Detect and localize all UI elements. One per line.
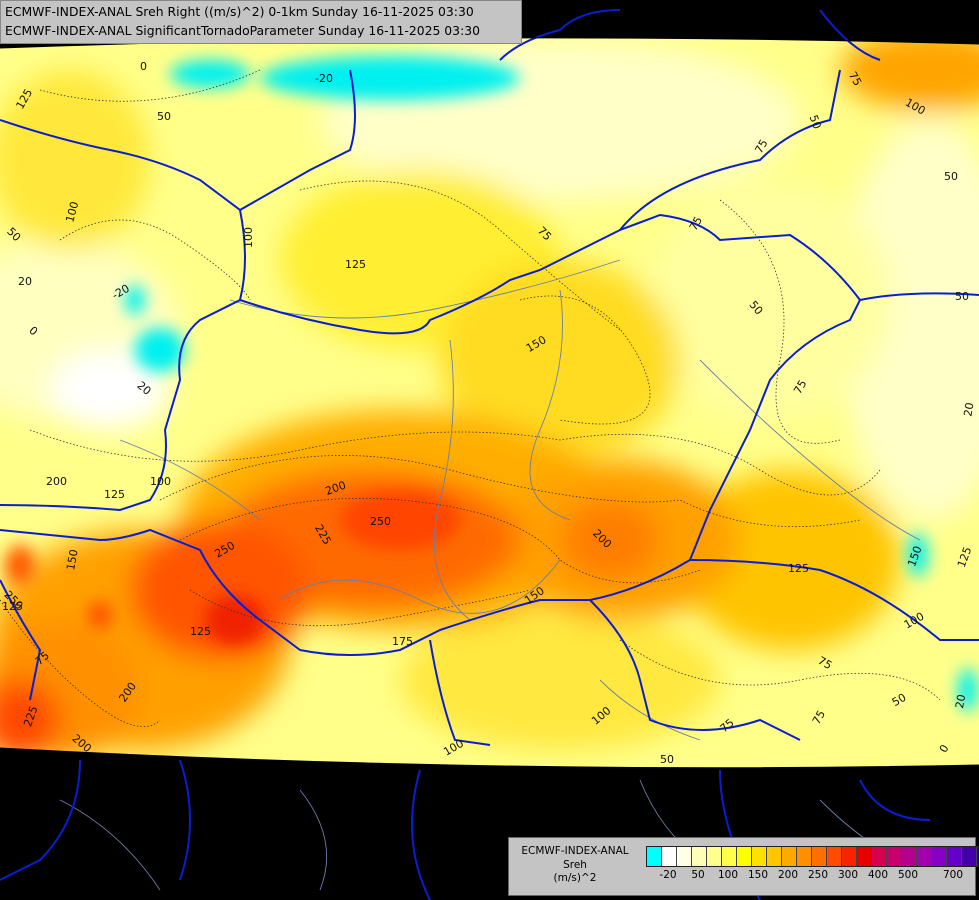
contour-label: 20	[961, 401, 976, 417]
header-line-1: ECMWF-INDEX-ANAL Sreh Right ((m/s)^2) 0-…	[5, 4, 474, 19]
contour-label: 150	[64, 548, 80, 571]
legend-swatch	[707, 847, 722, 866]
color-legend: ECMWF-INDEX-ANAL Sreh (m/s)^2 -20 50 100 15…	[508, 837, 979, 896]
legend-swatch	[662, 847, 677, 866]
header-line-2: ECMWF-INDEX-ANAL SignificantTornadoParam…	[5, 22, 481, 38]
contour-label: 75	[791, 378, 809, 397]
legend-swatch	[887, 847, 902, 866]
contour-label: 20	[953, 693, 968, 709]
legend-swatch	[872, 847, 887, 866]
contour-label: 125	[2, 600, 23, 613]
contour-label: 125	[788, 562, 809, 575]
legend-swatch	[857, 847, 872, 866]
legend-swatch	[947, 847, 962, 866]
legend-tick-label: 700	[942, 869, 964, 881]
legend-tick-label: 250	[807, 869, 829, 881]
legend-swatch	[677, 847, 692, 866]
contour-label: 100	[63, 200, 81, 224]
contour-label: 75	[810, 708, 828, 727]
legend-swatch	[752, 847, 767, 866]
contour-label: 75	[846, 70, 864, 89]
legend-swatch	[977, 847, 979, 866]
contour-label: 200	[46, 475, 67, 488]
legend-swatch	[722, 847, 737, 866]
contour-label: 50	[955, 290, 969, 303]
legend-title-model: ECMWF-INDEX-ANAL	[521, 845, 629, 857]
legend-swatch	[842, 847, 857, 866]
legend-tick-label: 100	[717, 869, 739, 881]
legend-title: ECMWF-INDEX-ANAL Sreh (m/s)^2	[511, 845, 639, 886]
legend-title-variable: Sreh	[563, 858, 587, 871]
legend-swatch	[692, 847, 707, 866]
contour-label: 125	[345, 258, 366, 271]
legend-tick-label: 200	[777, 869, 799, 881]
contour-label: 75	[816, 654, 835, 672]
legend-swatch	[962, 847, 977, 866]
contour-lines	[0, 69, 941, 727]
legend-swatch	[812, 847, 827, 866]
legend-swatch	[917, 847, 932, 866]
contour-label: 125	[190, 625, 211, 638]
contour-label: 50	[944, 170, 958, 183]
rivers	[59, 259, 921, 891]
legend-swatch	[827, 847, 842, 866]
legend-swatch	[797, 847, 812, 866]
legend-title-unit: (m/s)^2	[553, 872, 597, 884]
legend-tick-label: 300	[837, 869, 859, 881]
legend-swatch	[737, 847, 752, 866]
legend-ticks: -20 50 100 150 200 250 300 400 500 700	[646, 869, 976, 883]
contour-label: 125	[104, 488, 125, 501]
contour-label: 250	[370, 515, 391, 528]
contour-label: -20	[315, 72, 333, 85]
contour-label: 100	[242, 227, 255, 248]
legend-swatch	[647, 847, 662, 866]
legend-tick-label: 500	[897, 869, 919, 881]
legend-tick-label: 150	[747, 869, 769, 881]
legend-tick-label: 50	[691, 869, 705, 881]
contour-label: 50	[807, 113, 824, 131]
legend-tick-label: 400	[867, 869, 889, 881]
contour-label: 50	[890, 691, 909, 709]
contour-label: 75	[687, 214, 705, 233]
contour-label: 50	[157, 110, 171, 123]
legend-swatch	[767, 847, 782, 866]
contour-label: 175	[392, 635, 413, 648]
country-borders	[0, 9, 979, 900]
contour-label: 50	[660, 753, 674, 766]
contour-label: 20	[18, 275, 32, 288]
map-header: ECMWF-INDEX-ANAL Sreh Right ((m/s)^2) 0-…	[0, 0, 522, 44]
legend-tick-label: -20	[659, 869, 677, 881]
contour-label: 0	[140, 60, 147, 73]
legend-swatch	[902, 847, 917, 866]
legend-swatches	[646, 846, 979, 867]
contour-label: 75	[752, 137, 770, 156]
legend-swatch	[782, 847, 797, 866]
legend-swatch	[932, 847, 947, 866]
contour-label: 100	[150, 475, 171, 488]
